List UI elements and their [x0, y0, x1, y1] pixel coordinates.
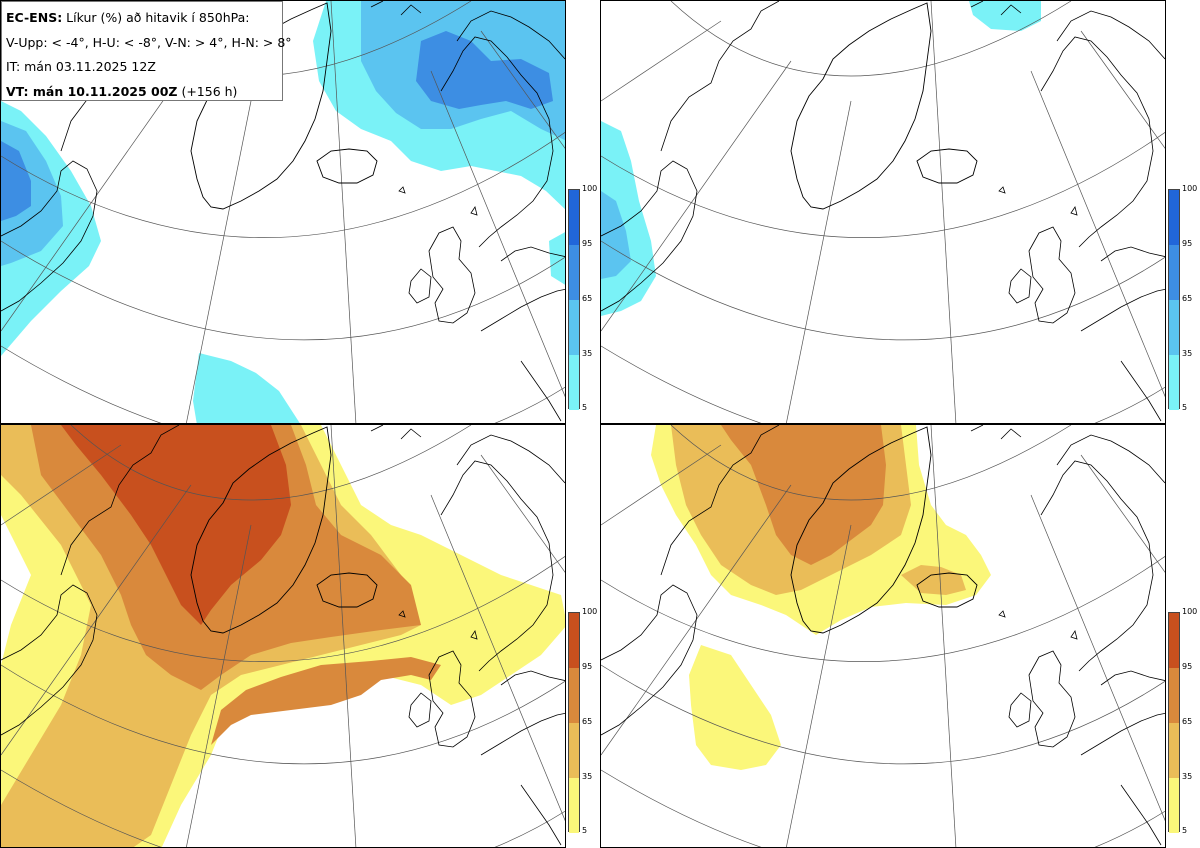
- legend-tick: 95: [582, 239, 593, 248]
- legend-bar: [568, 189, 580, 410]
- legend-tick: 95: [1182, 662, 1193, 671]
- legend-bar: [1168, 189, 1180, 410]
- legend-tick: 35: [1182, 772, 1193, 781]
- legend-tick: 65: [1182, 717, 1193, 726]
- legend-tick: 100: [582, 607, 598, 616]
- legend-tick: 35: [582, 349, 593, 358]
- legend-tick: 65: [1182, 294, 1193, 303]
- init-time: IT: mán 03.11.2025 12Z: [6, 59, 156, 74]
- map-h-n: [601, 425, 1165, 847]
- title-text: Líkur (%) að hitavik í 850hPa:: [62, 10, 250, 25]
- legend-tick: 95: [582, 662, 593, 671]
- legend-tick: 95: [1182, 239, 1193, 248]
- map-v-upp: [1, 1, 565, 423]
- valid-time: VT: mán 10.11.2025 00Z: [6, 83, 178, 99]
- color-legend-warm-bottom-right: 100 95 65 35 5: [1168, 608, 1200, 835]
- color-legend-cold-top-left: 100 95 65 35 5: [568, 185, 600, 412]
- legend-tick: 100: [582, 184, 598, 193]
- map-panel-v-upp[interactable]: EC-ENS: Líkur (%) að hitavik í 850hPa: V…: [0, 0, 566, 424]
- legend-tick: 35: [1182, 349, 1193, 358]
- map-v-n: [1, 425, 565, 847]
- legend-tick: 35: [582, 772, 593, 781]
- legend-tick: 5: [1182, 826, 1188, 835]
- legend-tick: 5: [582, 826, 588, 835]
- map-h-u: [601, 1, 1165, 423]
- legend-bar: [568, 612, 580, 833]
- color-legend-cold-top-right: 100 95 65 35 5: [1168, 185, 1200, 412]
- map-panel-v-n[interactable]: [0, 424, 566, 848]
- thresholds-text: V-Upp: < -4°, H-U: < -8°, V-N: > 4°, H-N…: [6, 34, 292, 50]
- legend-tick: 65: [582, 717, 593, 726]
- legend-tick: 100: [1182, 607, 1198, 616]
- map-panel-h-n[interactable]: [600, 424, 1166, 848]
- legend-bar: [1168, 612, 1180, 833]
- color-legend-warm-bottom-left: 100 95 65 35 5: [568, 608, 600, 835]
- legend-tick: 100: [1182, 184, 1198, 193]
- lead-time: (+156 h): [177, 83, 238, 99]
- legend-tick: 5: [1182, 403, 1188, 412]
- map-panel-h-u[interactable]: [600, 0, 1166, 424]
- legend-tick: 65: [582, 294, 593, 303]
- legend-tick: 5: [582, 403, 588, 412]
- model-label: EC-ENS:: [6, 10, 63, 25]
- info-box: EC-ENS: Líkur (%) að hitavik í 850hPa: V…: [1, 1, 292, 101]
